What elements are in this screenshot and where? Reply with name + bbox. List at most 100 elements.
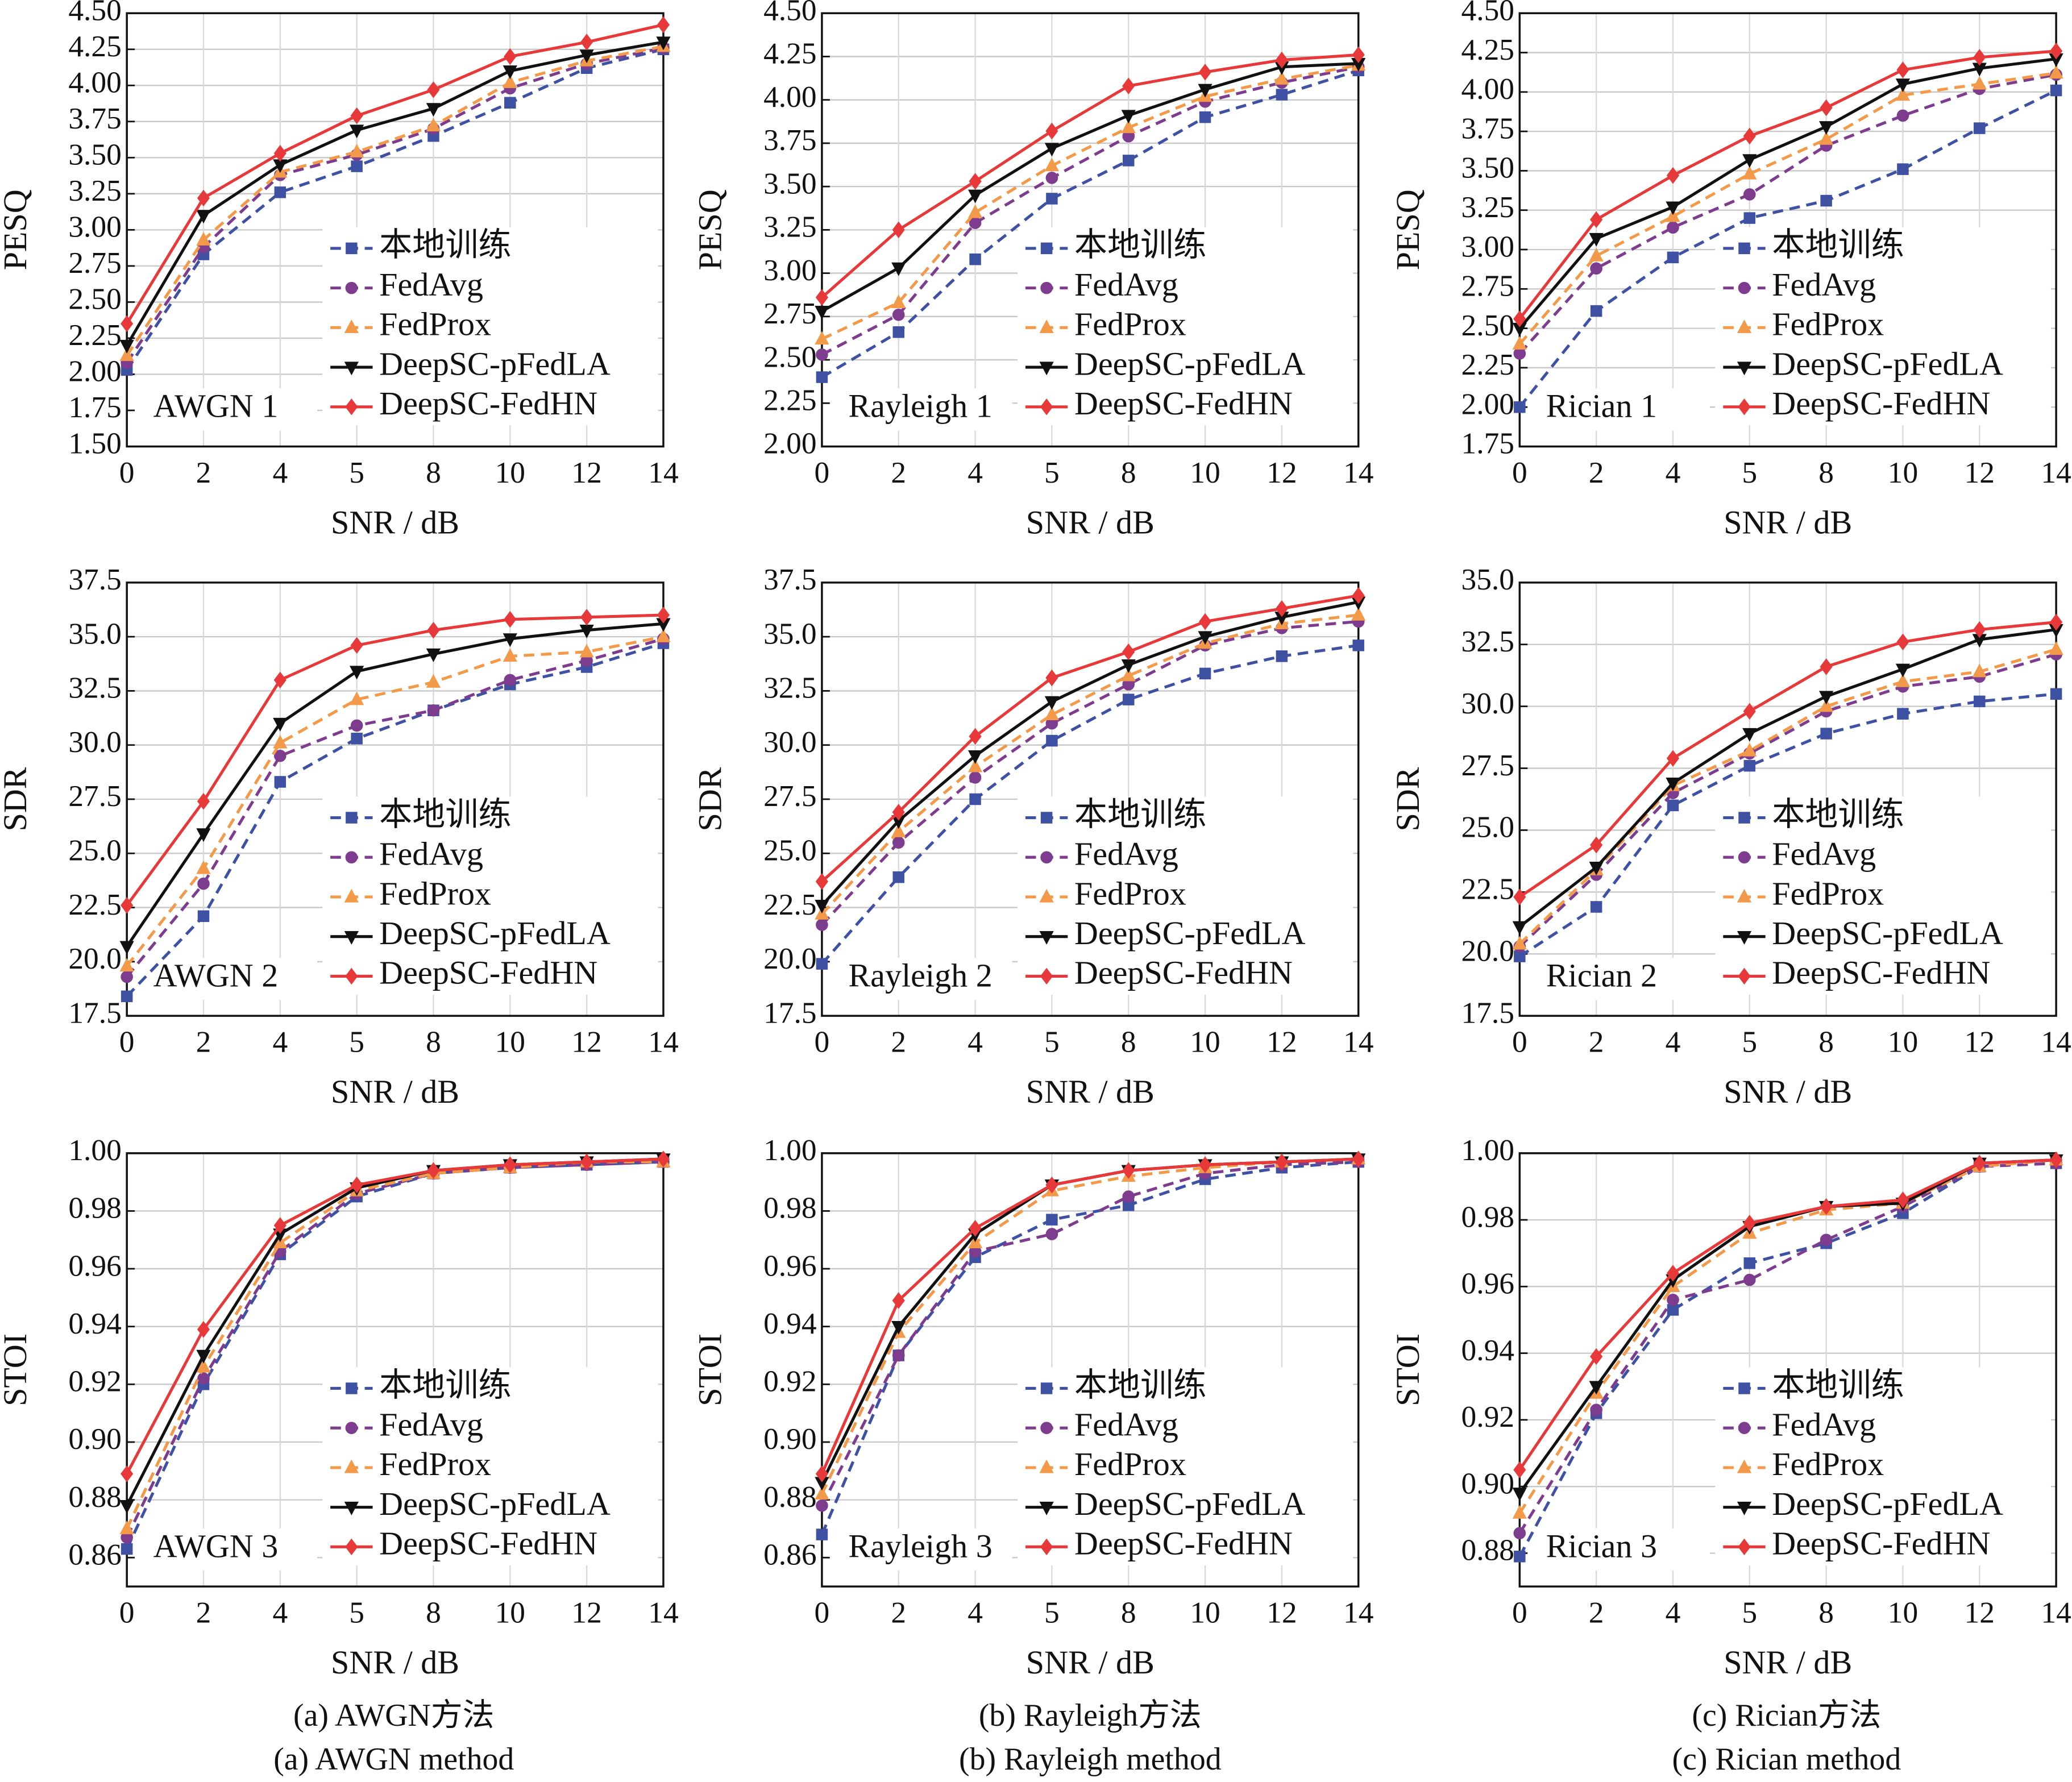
series-line (821, 65, 1359, 356)
x-tick-label: 12 (1965, 455, 1995, 489)
x-tick-label: 4 (1666, 1595, 1681, 1629)
x-tick-label: 0 (1512, 1025, 1527, 1059)
y-tick-label: 25.0 (1461, 810, 1514, 844)
legend-label: DeepSC-FedHN (1074, 1525, 1293, 1562)
marker (121, 896, 134, 914)
marker (816, 1499, 828, 1512)
marker (968, 750, 983, 765)
y-tick-label: 1.75 (68, 390, 122, 424)
legend-box (1017, 1367, 1353, 1565)
marker (197, 877, 210, 890)
marker (503, 65, 517, 80)
series-line (125, 1160, 664, 1538)
marker (1039, 888, 1054, 903)
x-tick-label: 14 (648, 455, 678, 489)
legend-box (1017, 227, 1353, 426)
legend-label: 本地训练 (1772, 226, 1904, 263)
marker (968, 204, 983, 218)
marker (351, 160, 363, 172)
y-tick-label: 4.25 (68, 29, 122, 63)
marker (2050, 1151, 2063, 1169)
marker (1040, 967, 1053, 985)
marker (1973, 1154, 1986, 1172)
marker (656, 628, 671, 642)
x-tick-label: 0 (815, 455, 830, 489)
marker (891, 294, 906, 309)
marker (1513, 310, 1526, 327)
x-tick-label: 12 (1267, 455, 1297, 489)
annotation-box (1527, 1528, 1710, 1571)
marker (969, 793, 981, 805)
marker (1974, 695, 1986, 708)
marker (1122, 155, 1135, 167)
annotation: Rician 1 (1546, 388, 1657, 425)
x-tick-label: 5 (1044, 455, 1060, 489)
marker (969, 253, 981, 265)
y-tick-label: 35.0 (68, 616, 122, 650)
marker (1040, 1422, 1053, 1434)
marker (344, 931, 359, 945)
marker (1897, 163, 1909, 175)
x-tick-label: 4 (968, 455, 983, 489)
caption: (a) AWGN方法 (293, 1698, 494, 1733)
x-tick-label: 14 (2041, 455, 2071, 489)
annotation: Rician 3 (1546, 1527, 1657, 1564)
y-tick-label: 2.75 (763, 296, 817, 330)
marker (345, 851, 358, 864)
marker (816, 348, 828, 361)
y-tick-label: 3.25 (763, 210, 817, 244)
marker (969, 173, 982, 190)
y-tick-label: 0.86 (763, 1538, 817, 1572)
legend-label: FedProx (1772, 1445, 1884, 1482)
legend-label: 本地训练 (1772, 796, 1904, 833)
x-tick-label: 10 (1888, 1595, 1918, 1629)
marker (346, 1382, 358, 1394)
legend-box (1715, 796, 2051, 995)
marker (196, 231, 211, 246)
y-tick-label: 2.75 (68, 246, 122, 280)
series-line (1518, 692, 2057, 958)
marker (1667, 251, 1679, 264)
x-tick-label: 5 (349, 455, 364, 489)
x-tick-label: 12 (571, 1595, 601, 1629)
legend-label: 本地训练 (1772, 1366, 1904, 1403)
annotation: AWGN 1 (153, 388, 279, 425)
marker (2049, 641, 2063, 655)
marker (891, 1320, 906, 1335)
y-tick-label: 3.25 (68, 173, 122, 207)
y-axis-label: STOI (1389, 1334, 1426, 1406)
marker (1351, 607, 1366, 621)
series-line (1518, 72, 2057, 345)
marker (196, 210, 211, 224)
y-tick-label: 3.00 (763, 253, 817, 287)
marker (1045, 1228, 1058, 1240)
marker (1198, 1156, 1212, 1173)
marker (1743, 188, 1756, 201)
marker (426, 648, 441, 662)
y-tick-label: 1.00 (763, 1133, 817, 1167)
marker (1589, 232, 1604, 247)
marker (1972, 663, 1987, 678)
marker (1276, 89, 1288, 101)
y-tick-label: 32.5 (763, 671, 817, 705)
legend-label: FedProx (379, 306, 491, 343)
y-tick-label: 1.75 (1461, 426, 1514, 460)
legend-label: FedAvg (379, 1406, 483, 1443)
marker (816, 919, 828, 931)
legend-label: FedAvg (1772, 836, 1876, 873)
y-tick-label: 0.90 (68, 1422, 122, 1456)
series-line (820, 643, 1359, 965)
y-tick-label: 37.5 (763, 562, 817, 596)
marker (1198, 613, 1212, 630)
panel: 0.86 0.88 0.90 0.92 0.94 0.96 0.98 1.00 0 2 4 5 8 10 1… (0, 1133, 679, 1681)
marker (273, 1217, 286, 1234)
marker (1590, 211, 1603, 229)
marker (656, 36, 671, 51)
series-line (821, 53, 1359, 299)
x-tick-label: 2 (1589, 1595, 1604, 1629)
marker (1512, 1488, 1527, 1502)
y-tick-label: 2.50 (763, 339, 817, 373)
x-tick-label: 2 (1589, 455, 1604, 489)
y-tick-label: 3.75 (1461, 111, 1514, 145)
y-axis-label: SDR (692, 767, 729, 831)
